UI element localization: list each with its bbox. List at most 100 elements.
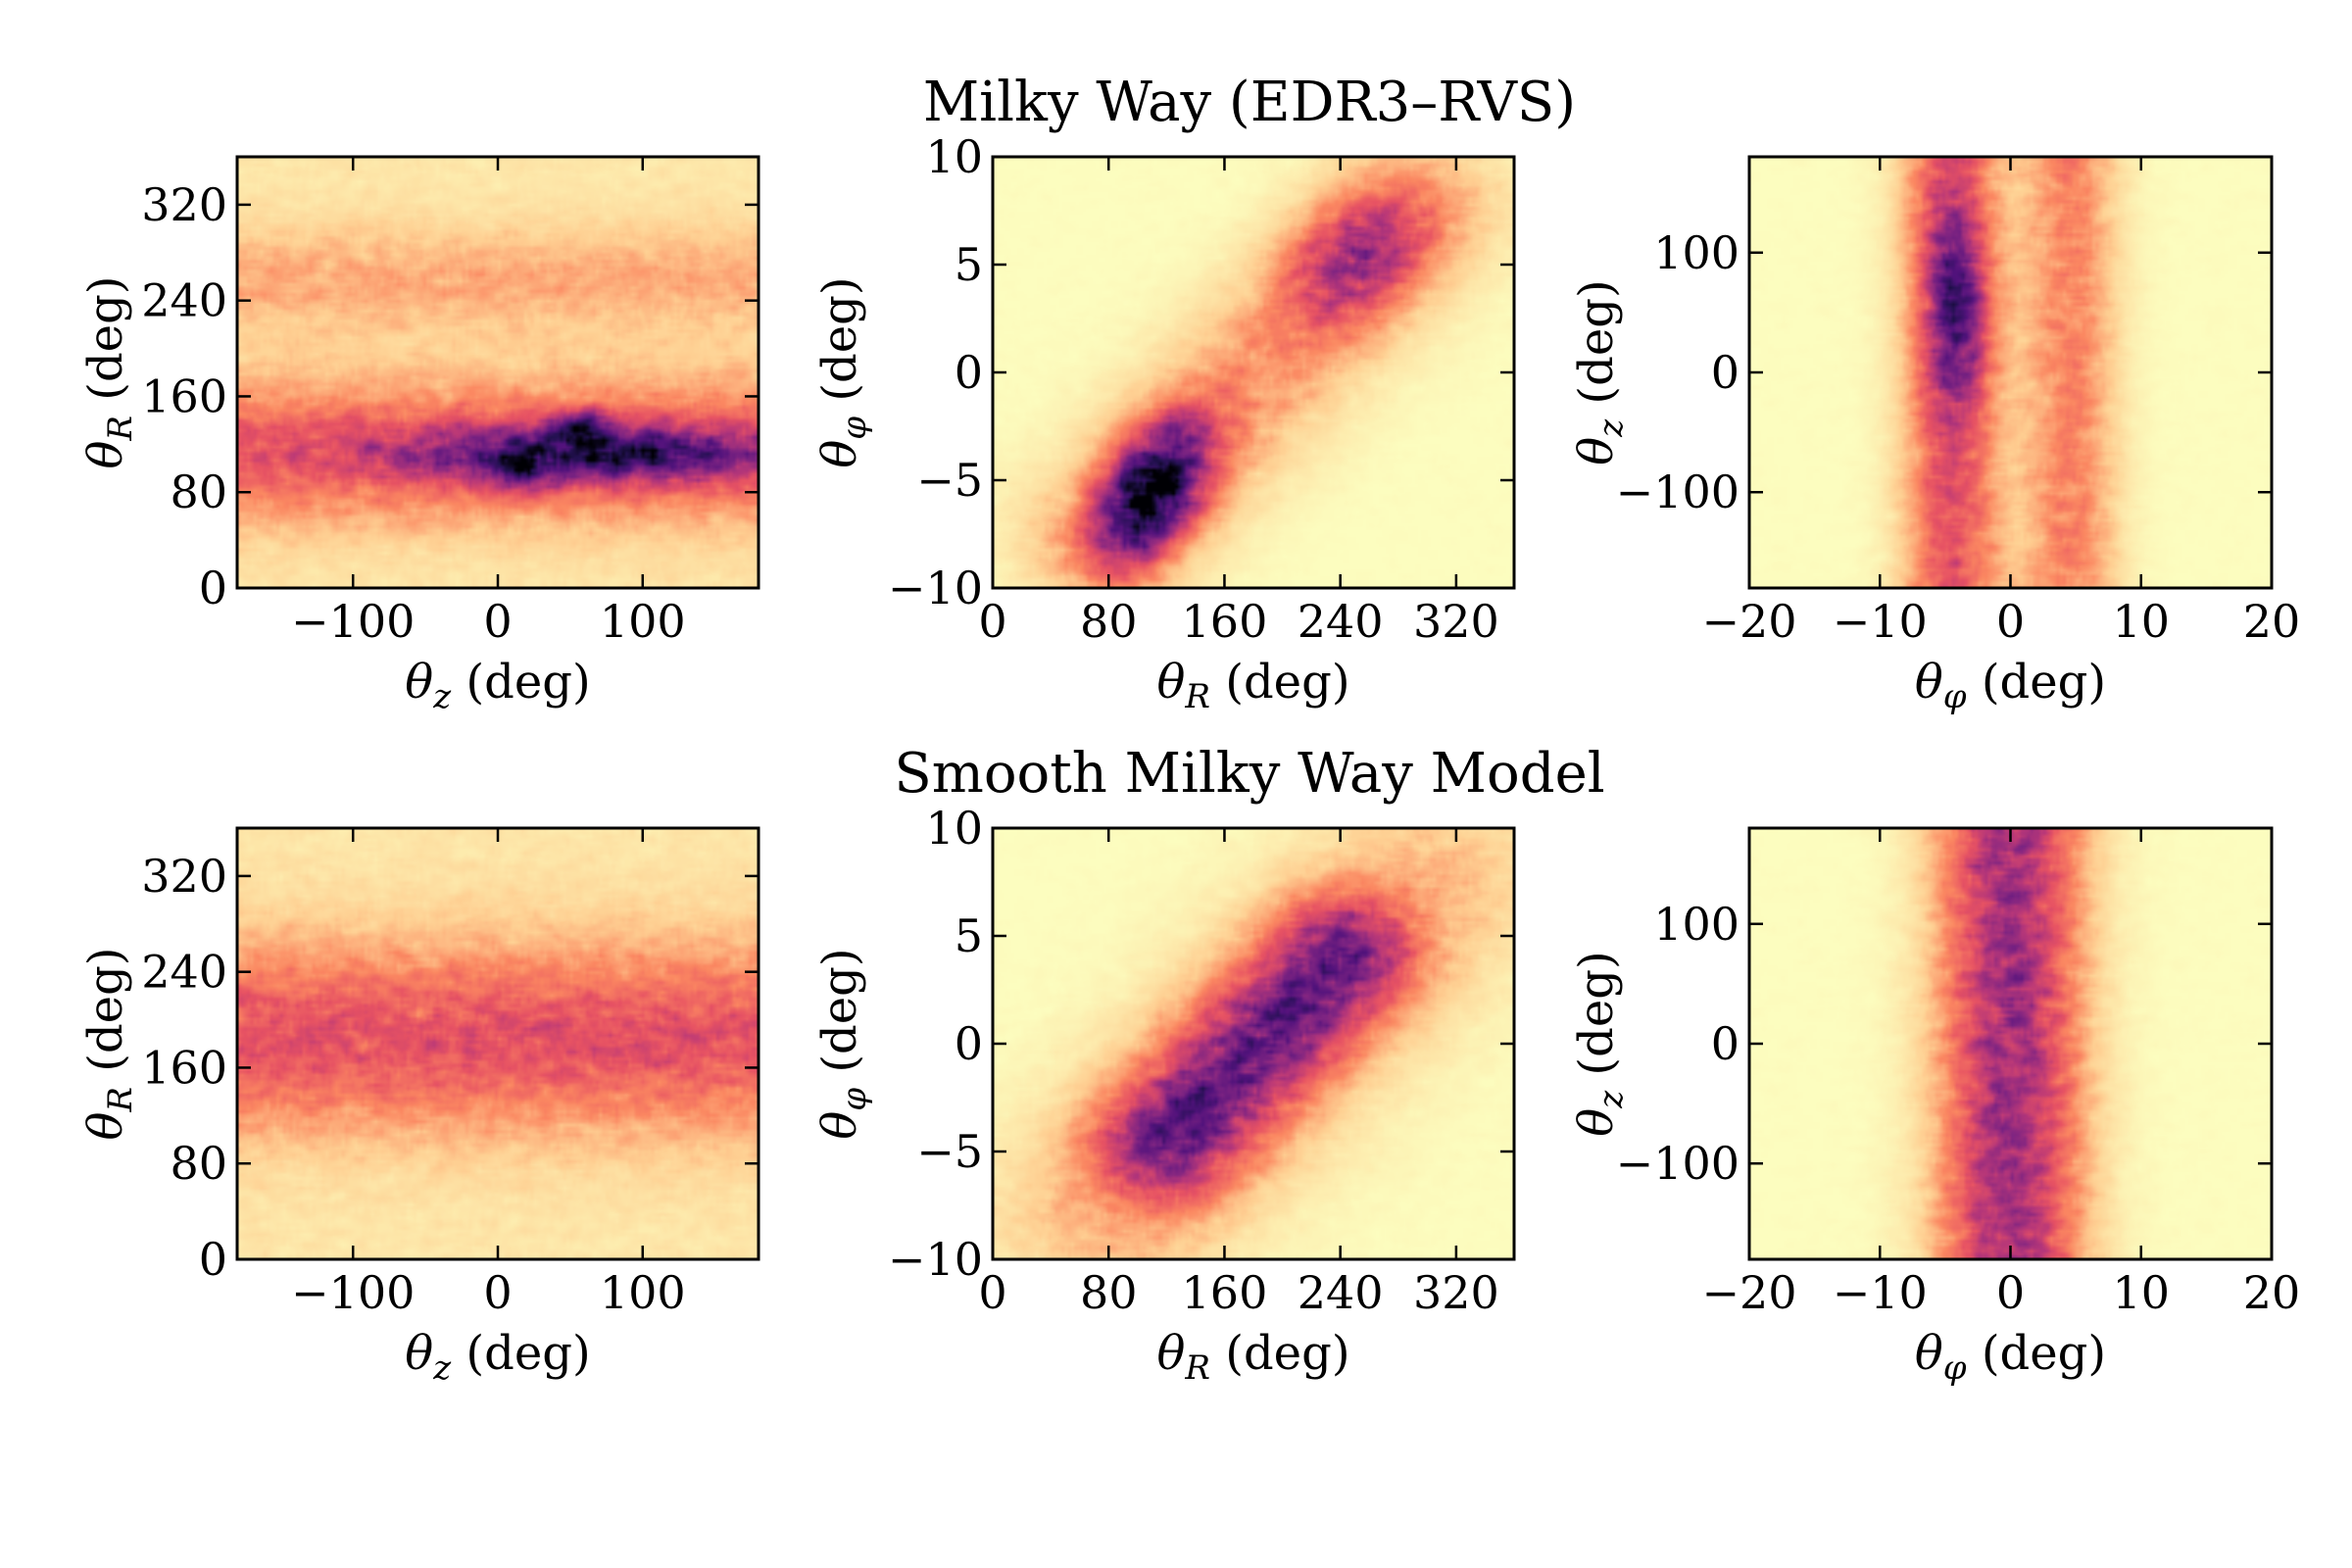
- x-tick-label: −20: [1701, 1266, 1796, 1319]
- x-axis-title-unit: (deg): [1210, 655, 1350, 710]
- y-tick-label: −10: [888, 562, 983, 614]
- x-tick-label: 80: [1080, 595, 1138, 648]
- y-tick-label: 80: [170, 1137, 227, 1190]
- x-axis-title-symbol: θ: [1915, 655, 1943, 710]
- y-tick-label: 100: [1653, 898, 1740, 951]
- heatmap-image: [1749, 157, 2272, 588]
- x-axis-title-subscript: R: [1184, 677, 1210, 716]
- heatmap-image: [1749, 828, 2272, 1259]
- x-axis-title-unit: (deg): [451, 655, 591, 710]
- y-tick-label: −10: [888, 1233, 983, 1286]
- x-tick-label: 0: [978, 1266, 1006, 1319]
- y-axis-title-subscript: z: [1592, 1090, 1631, 1109]
- y-tick-label: 0: [955, 346, 983, 399]
- y-axis-title-symbol: θ: [812, 440, 867, 468]
- y-tick-label: −100: [1616, 466, 1740, 518]
- y-tick-label: 0: [1711, 1017, 1740, 1070]
- x-axis-title-unit: (deg): [1967, 1326, 2107, 1381]
- x-axis-title: θφ (deg): [1915, 655, 2106, 716]
- x-axis-title-symbol: θ: [1156, 1326, 1185, 1381]
- y-axis-title-unit: (deg): [812, 276, 867, 416]
- x-axis-title-subscript: z: [432, 1348, 452, 1388]
- y-axis-title: θR (deg): [78, 275, 140, 468]
- y-axis-title-unit: (deg): [1569, 279, 1624, 419]
- y-axis-title-symbol: θ: [1569, 1108, 1624, 1137]
- y-tick-label: 320: [141, 850, 227, 903]
- y-axis-title-unit: (deg): [78, 275, 133, 416]
- y-axis-title-symbol: θ: [1569, 437, 1624, 466]
- row-title-observed: Milky Way (EDR3–RVS): [923, 71, 1576, 134]
- x-tick-label: 20: [2243, 1266, 2301, 1319]
- y-tick-label: 240: [141, 946, 227, 999]
- x-tick-label: −20: [1701, 595, 1796, 648]
- x-axis-title: θR (deg): [1156, 655, 1349, 716]
- y-axis-title-symbol: θ: [78, 441, 133, 469]
- y-axis-title-unit: (deg): [812, 948, 867, 1088]
- y-axis-title-subscript: φ: [835, 1088, 874, 1111]
- y-tick-label: 5: [955, 909, 983, 962]
- y-axis-title-subscript: z: [1592, 418, 1631, 438]
- x-axis-title-symbol: θ: [405, 655, 433, 710]
- y-tick-label: 10: [925, 802, 983, 855]
- x-axis-title: θφ (deg): [1915, 1326, 2106, 1388]
- x-tick-label: 240: [1298, 1266, 1384, 1319]
- x-tick-label: 160: [1182, 595, 1268, 648]
- x-tick-label: 0: [1996, 595, 2025, 648]
- x-tick-label: 100: [600, 1266, 686, 1319]
- y-tick-label: 100: [1653, 226, 1740, 279]
- y-tick-label: −100: [1616, 1137, 1740, 1190]
- x-tick-label: −10: [1833, 595, 1928, 648]
- x-axis-title-symbol: θ: [1915, 1326, 1943, 1381]
- y-tick-label: 0: [1711, 346, 1740, 399]
- y-tick-label: 240: [141, 274, 227, 327]
- x-tick-label: −10: [1833, 1266, 1928, 1319]
- x-tick-label: 240: [1298, 595, 1384, 648]
- y-tick-label: 160: [141, 369, 227, 422]
- x-tick-label: 80: [1080, 1266, 1138, 1319]
- y-axis-title-subscript: φ: [835, 416, 874, 440]
- x-tick-label: 10: [2112, 595, 2170, 648]
- x-tick-label: −100: [291, 1266, 415, 1319]
- y-tick-label: −5: [916, 454, 983, 507]
- y-axis-title-symbol: θ: [812, 1111, 867, 1140]
- x-tick-label: 320: [1413, 1266, 1499, 1319]
- heatmap-image: [993, 157, 1514, 588]
- y-axis-title: θφ (deg): [812, 276, 874, 467]
- y-axis-title: θφ (deg): [812, 948, 874, 1139]
- heatmap-image: [993, 828, 1514, 1259]
- x-tick-label: 160: [1182, 1266, 1268, 1319]
- y-axis-title: θR (deg): [78, 947, 140, 1140]
- x-axis-title-subscript: φ: [1943, 677, 1967, 716]
- y-tick-label: 5: [955, 238, 983, 291]
- x-tick-label: 20: [2243, 595, 2301, 648]
- x-axis-title-subscript: R: [1184, 1348, 1210, 1388]
- x-axis-title-subscript: φ: [1943, 1348, 1967, 1388]
- y-tick-label: 320: [141, 178, 227, 231]
- x-tick-label: 0: [978, 595, 1006, 648]
- y-axis-title-subscript: R: [101, 416, 140, 442]
- x-axis-title-symbol: θ: [1156, 655, 1185, 710]
- x-tick-label: 100: [600, 595, 686, 648]
- x-tick-label: 0: [483, 1266, 512, 1319]
- y-tick-label: 160: [141, 1041, 227, 1094]
- row-title-model: Smooth Milky Way Model: [894, 742, 1604, 806]
- y-axis-title: θz (deg): [1569, 951, 1631, 1136]
- x-tick-label: 0: [1996, 1266, 2025, 1319]
- heatmap-image: [237, 828, 759, 1259]
- y-axis-title-symbol: θ: [78, 1112, 133, 1141]
- y-tick-label: 80: [170, 466, 227, 518]
- y-tick-label: 10: [925, 130, 983, 183]
- x-axis-title-unit: (deg): [1967, 655, 2107, 710]
- x-axis-title-symbol: θ: [405, 1326, 433, 1381]
- x-tick-label: 0: [483, 595, 512, 648]
- y-tick-label: 0: [199, 1233, 227, 1286]
- x-axis-title: θz (deg): [405, 655, 590, 716]
